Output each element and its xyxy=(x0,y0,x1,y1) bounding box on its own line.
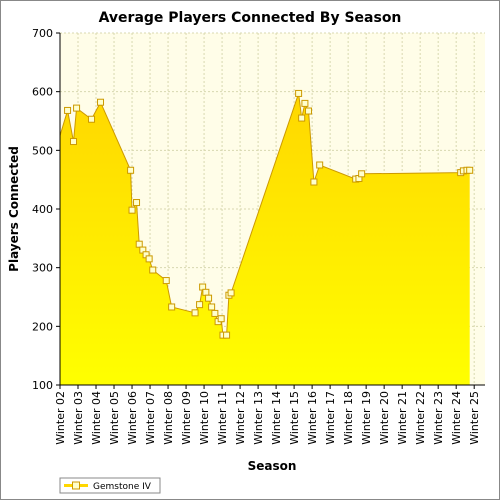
data-point-marker xyxy=(135,240,143,248)
x-tick-label: Winter 23 xyxy=(432,391,445,445)
x-tick-label: Winter 25 xyxy=(468,391,481,445)
x-tick-label: Winter 13 xyxy=(252,391,265,445)
x-tick-label: Winter 18 xyxy=(342,391,355,445)
x-tick-label: Winter 02 xyxy=(54,391,67,445)
x-tick-label: Winter 17 xyxy=(324,391,337,445)
x-tick-label: Winter 12 xyxy=(234,391,247,445)
data-point-marker xyxy=(73,104,81,112)
data-point-marker xyxy=(145,255,153,263)
data-point-marker xyxy=(316,161,324,169)
series-area xyxy=(60,93,470,386)
x-tick-label: Winter 16 xyxy=(306,391,319,445)
chart-title: Average Players Connected By Season xyxy=(99,10,402,26)
data-point-marker xyxy=(208,303,216,311)
y-tick-label: 200 xyxy=(32,320,53,333)
data-point-marker xyxy=(128,206,136,214)
x-tick-label: Winter 10 xyxy=(198,391,211,445)
x-tick-label: Winter 11 xyxy=(216,391,229,445)
x-axis-label: Season xyxy=(248,459,297,473)
legend-swatch-marker xyxy=(72,481,80,490)
data-point-marker xyxy=(133,199,141,207)
data-point-marker xyxy=(217,315,225,323)
x-tick-label: Winter 04 xyxy=(90,391,103,445)
y-tick-label: 400 xyxy=(32,203,53,216)
legend-box xyxy=(59,477,161,494)
y-tick-label: 500 xyxy=(32,144,53,157)
data-point-marker xyxy=(205,294,213,302)
x-tick-label: Winter 22 xyxy=(414,391,427,445)
data-point-marker xyxy=(64,106,72,114)
legend: Gemstone IV xyxy=(59,477,161,494)
x-axis-ticks: Winter 02 Winter 03 Winter 04 Winter 05 Wint… xyxy=(54,385,481,445)
y-tick-label: 300 xyxy=(32,262,53,275)
data-point-marker xyxy=(162,277,170,285)
data-point-marker xyxy=(202,288,210,296)
series-markers xyxy=(64,89,474,339)
data-point-marker xyxy=(168,303,176,311)
x-tick-label: Winter 08 xyxy=(162,391,175,445)
x-tick-label: Winter 06 xyxy=(126,391,139,445)
y-axis-ticks: 100 200 300 400 500 600 700 xyxy=(32,27,60,392)
x-tick-label: Winter 09 xyxy=(180,391,193,445)
series-line xyxy=(59,93,470,336)
data-point-marker xyxy=(88,115,96,123)
data-point-marker xyxy=(466,166,474,174)
data-point-marker xyxy=(227,289,235,297)
x-tick-label: Winter 15 xyxy=(288,391,301,445)
data-point-marker xyxy=(298,114,306,122)
data-point-marker xyxy=(301,99,309,107)
data-point-marker xyxy=(70,138,78,146)
data-point-marker xyxy=(196,301,204,309)
legend-label: Gemstone IV xyxy=(93,482,152,492)
data-point-marker xyxy=(191,309,199,317)
x-tick-label: Winter 20 xyxy=(378,391,391,445)
y-tick-label: 600 xyxy=(32,86,53,99)
x-tick-label: Winter 21 xyxy=(396,391,409,445)
data-point-marker xyxy=(295,89,303,97)
data-point-marker xyxy=(211,309,219,317)
data-point-marker xyxy=(358,170,366,178)
data-point-marker xyxy=(223,331,231,339)
x-tick-label: Winter 14 xyxy=(270,391,283,445)
x-tick-label: Winter 24 xyxy=(450,391,463,445)
data-point-marker xyxy=(127,166,135,174)
x-tick-label: Winter 07 xyxy=(144,391,157,445)
data-point-marker xyxy=(305,107,313,115)
x-tick-label: Winter 05 xyxy=(108,391,121,445)
x-tick-label: Winter 19 xyxy=(360,391,373,445)
data-point-marker xyxy=(149,266,157,274)
y-tick-label: 100 xyxy=(32,379,53,392)
y-axis-label: Players Connected xyxy=(7,146,21,272)
data-point-marker xyxy=(310,178,318,186)
data-point-marker xyxy=(97,98,105,106)
y-tick-label: 700 xyxy=(32,27,53,40)
x-tick-label: Winter 03 xyxy=(72,391,85,445)
